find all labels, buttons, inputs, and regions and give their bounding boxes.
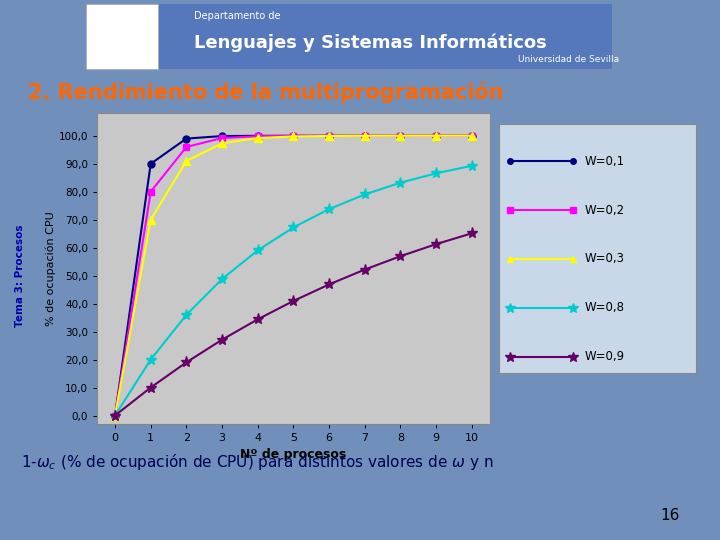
W=0,3 [182,158,191,164]
W=0,1 [325,132,333,139]
W=0,3 [289,133,298,140]
W=0,9 [111,412,120,418]
Line: W=0,8: W=0,8 [109,160,477,421]
W=0,8 [111,412,120,418]
Y-axis label: % de ocupación CPU: % de ocupación CPU [45,211,56,326]
W=0,1 [467,132,476,139]
W=0,9 [396,253,405,259]
W=0,3 [467,132,476,139]
W=0,9 [289,298,298,304]
X-axis label: Nº de procesos: Nº de procesos [240,449,346,462]
W=0,2 [182,144,191,150]
W=0,2 [289,133,298,139]
Text: Lenguajes y Sistemas Informáticos: Lenguajes y Sistemas Informáticos [194,33,547,51]
W=0,3 [146,217,155,223]
Line: W=0,1: W=0,1 [112,132,475,419]
Line: W=0,3: W=0,3 [111,132,476,420]
W=0,2 [253,133,262,139]
W=0,9 [146,384,155,391]
W=0,8 [361,191,369,198]
Text: 2. Rendimiento de la multiprogramación: 2. Rendimiento de la multiprogramación [28,82,504,103]
W=0,8 [289,224,298,231]
W=0,9 [467,230,476,237]
W=0,8 [182,312,191,318]
W=0,9 [253,316,262,322]
W=0,1 [146,160,155,167]
W=0,9 [361,266,369,273]
W=0,1 [217,133,226,139]
W=0,1 [432,132,441,139]
W=0,8 [146,356,155,363]
Text: W=0,1: W=0,1 [585,154,625,167]
W=0,3 [396,132,405,139]
W=0,8 [467,163,476,169]
W=0,3 [432,132,441,139]
W=0,3 [253,135,262,141]
W=0,9 [325,281,333,288]
W=0,9 [217,336,226,343]
Text: 16: 16 [660,508,679,523]
W=0,2 [146,188,155,195]
FancyBboxPatch shape [86,4,158,69]
W=0,1 [111,412,120,418]
W=0,8 [325,206,333,212]
W=0,3 [217,140,226,146]
Text: 1-$\omega_c$ (% de ocupación de CPU) para distintos valores de $\omega$ y n: 1-$\omega_c$ (% de ocupación de CPU) par… [21,451,493,472]
W=0,2 [432,132,441,139]
W=0,1 [396,132,405,139]
W=0,2 [361,132,369,139]
W=0,1 [361,132,369,139]
W=0,8 [396,179,405,186]
W=0,1 [253,132,262,139]
W=0,1 [182,136,191,142]
W=0,8 [217,276,226,282]
W=0,2 [111,412,120,418]
Text: Tema 3: Procesos: Tema 3: Procesos [15,224,24,327]
Text: Universidad de Sevilla: Universidad de Sevilla [518,55,619,64]
Line: W=0,9: W=0,9 [109,228,477,421]
W=0,9 [182,359,191,366]
W=0,9 [432,241,441,247]
W=0,8 [432,170,441,177]
FancyBboxPatch shape [500,124,696,373]
Text: Departamento de: Departamento de [194,11,281,21]
W=0,2 [467,132,476,139]
Text: W=0,3: W=0,3 [585,253,625,266]
W=0,3 [325,133,333,139]
Line: W=0,2: W=0,2 [112,132,475,419]
FancyBboxPatch shape [86,4,612,69]
W=0,2 [217,135,226,141]
Text: W=0,2: W=0,2 [585,204,625,217]
W=0,3 [361,133,369,139]
W=0,1 [289,132,298,139]
W=0,8 [253,247,262,254]
W=0,3 [111,412,120,418]
W=0,2 [396,132,405,139]
Text: W=0,8: W=0,8 [585,301,625,314]
W=0,2 [325,132,333,139]
Text: W=0,9: W=0,9 [585,350,625,363]
